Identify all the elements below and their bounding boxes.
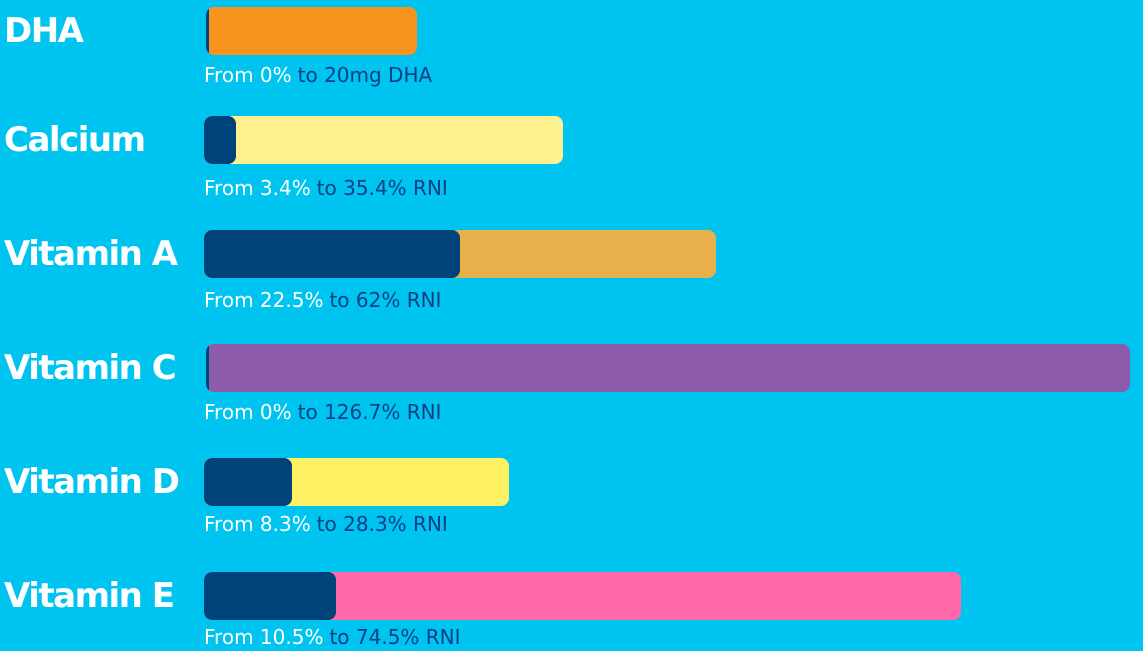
nutrient-row: Vitamin C From 0% to 126.7% RNI xyxy=(0,344,1143,454)
from-text: From 3.4% xyxy=(204,176,311,200)
range-start xyxy=(204,230,460,278)
nutrient-name: Vitamin A xyxy=(4,234,178,274)
nutrient-name: Vitamin C xyxy=(4,348,177,388)
nutrient-row: DHA From 0% to 20mg DHA xyxy=(0,7,1143,117)
nutrient-name: Vitamin D xyxy=(4,462,180,502)
range-caption: From 3.4% to 35.4% RNI xyxy=(204,175,448,201)
to-text: to 20mg DHA xyxy=(297,63,433,87)
to-text: to 62% RNI xyxy=(329,288,442,312)
from-text: From 10.5% xyxy=(204,625,324,649)
nutrient-row: Calcium From 3.4% to 35.4% RNI xyxy=(0,116,1143,226)
nutrient-row: Vitamin A From 22.5% to 62% RNI xyxy=(0,230,1143,340)
from-text: From 22.5% xyxy=(204,288,324,312)
range-start xyxy=(206,344,209,392)
range-bar xyxy=(204,458,509,506)
range-caption: From 0% to 126.7% RNI xyxy=(204,399,441,425)
nutrient-name: Calcium xyxy=(4,120,146,160)
range-bar xyxy=(204,572,961,620)
range-caption: From 8.3% to 28.3% RNI xyxy=(204,511,448,537)
to-text: to 126.7% RNI xyxy=(297,400,442,424)
to-text: to 28.3% RNI xyxy=(316,512,448,536)
range-start xyxy=(206,7,209,55)
range-start xyxy=(204,458,292,506)
range-start xyxy=(204,116,236,164)
to-text: to 74.5% RNI xyxy=(329,625,461,649)
to-text: to 35.4% RNI xyxy=(316,176,448,200)
nutrient-name: Vitamin E xyxy=(4,576,175,616)
range-caption: From 10.5% to 74.5% RNI xyxy=(204,624,461,650)
range-caption: From 22.5% to 62% RNI xyxy=(204,287,441,313)
range-bar xyxy=(204,116,563,164)
from-text: From 0% xyxy=(204,400,292,424)
range-bar xyxy=(206,344,1130,392)
range-caption: From 0% to 20mg DHA xyxy=(204,62,432,88)
nutrient-name: DHA xyxy=(4,11,84,51)
from-text: From 8.3% xyxy=(204,512,311,536)
range-start xyxy=(204,572,336,620)
range-bar xyxy=(204,230,716,278)
nutrient-row: Vitamin D From 8.3% to 28.3% RNI xyxy=(0,458,1143,568)
nutrient-row: Vitamin E From 10.5% to 74.5% RNI xyxy=(0,572,1143,651)
range-bar xyxy=(206,7,417,55)
from-text: From 0% xyxy=(204,63,292,87)
